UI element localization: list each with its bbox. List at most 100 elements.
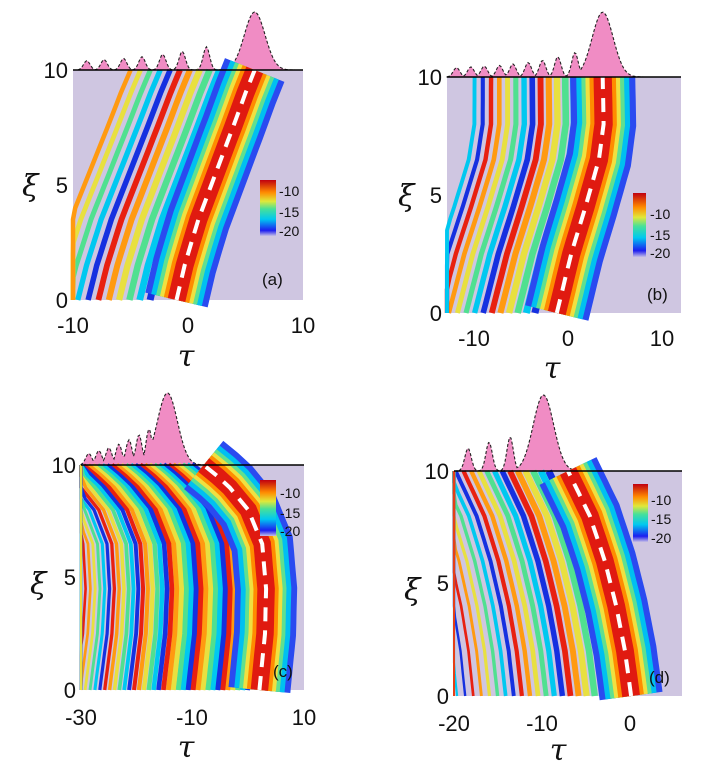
panel-a-fringe-8 <box>75 68 163 301</box>
panel-c-colorbar: -10 -15 -20 <box>260 480 300 539</box>
panel-d-fringe-13 <box>453 470 516 697</box>
panel-d-profile <box>454 394 682 472</box>
panel-c-trajectory-line <box>202 463 269 691</box>
panel-b-fringe-5 <box>497 76 553 314</box>
panel-c-trajectory <box>184 440 298 694</box>
panel-a-ytick-3: 10 <box>44 58 68 83</box>
panel-d-fringe-15 <box>452 471 500 697</box>
panel-a-trajectory <box>145 58 285 308</box>
panel-d-xlabel: τ <box>550 733 567 768</box>
panel-b-fringe-9 <box>463 77 519 314</box>
panel-b-xtick-2: 0 <box>562 326 574 351</box>
panel-d-fringe-7 <box>499 469 566 697</box>
panel-b-ytick-1: 0 <box>430 301 442 326</box>
panel-c-profile-curve <box>80 392 304 466</box>
panel-b-profile-curve <box>446 11 681 78</box>
panel-b-ylabel: ξ <box>398 179 416 214</box>
panel-a-label: (a) <box>262 270 283 289</box>
panel-c-fringe-24 <box>82 463 146 691</box>
panel-b: -10 -15 -20 (b) -10 0 10 0 5 10 τ ξ <box>398 11 681 386</box>
panel-a-fringe-4 <box>116 68 203 301</box>
panel-c-label: (c) <box>273 662 293 681</box>
panel-c-colorbar-tick-1: -10 <box>280 485 300 501</box>
panel-b-profile <box>446 11 681 78</box>
panel-b-colorbar-tick-2: -15 <box>650 227 670 243</box>
panel-d-fringe-10 <box>476 470 541 697</box>
panel-a-xtick-1: -10 <box>57 313 89 338</box>
panel-b-xtick-3: 10 <box>650 326 674 351</box>
panel-c-colorbar-tick-2: -15 <box>280 505 300 521</box>
panel-d-trajectory-line <box>566 470 634 697</box>
panel-c-ytick-3: 10 <box>52 453 76 478</box>
panel-b-fringe-6 <box>488 76 544 314</box>
panel-b-fringe-3 <box>514 76 570 314</box>
panel-b-ytick-3: 10 <box>418 65 442 90</box>
panel-b-fringe-7 <box>480 76 536 314</box>
panel-c-colorbar-tick-3: -20 <box>280 523 300 539</box>
panel-c-fringe-16 <box>119 463 185 691</box>
panel-c-fringe-10 <box>147 462 214 691</box>
panel-b-fringe-10 <box>455 76 511 314</box>
panel-d-ytick-2: 5 <box>437 571 449 596</box>
panel-d-fringe-8 <box>492 469 557 697</box>
panel-d-profile-curve <box>454 394 682 472</box>
panel-b-ytick-2: 5 <box>430 183 442 208</box>
panel-d-label: (d) <box>649 668 670 687</box>
panel-a-xlabel: τ <box>178 339 195 374</box>
panel-c-xtick-2: -10 <box>176 705 208 730</box>
panel-c-ylabel: ξ <box>30 567 48 602</box>
panel-c-fringe-22 <box>91 463 155 691</box>
panel-c-xlabel: τ <box>178 730 195 765</box>
panel-a-ytick-2: 5 <box>56 173 68 198</box>
panel-c-fringe-19 <box>105 463 170 691</box>
panel-a-trajectory-line <box>174 69 257 301</box>
panel-c-fringe-26 <box>79 463 136 691</box>
panel-c-fringe-32 <box>79 465 107 691</box>
panel-c-fringe-25 <box>79 463 141 691</box>
panel-b-colorbar-tick-3: -20 <box>650 245 670 261</box>
panel-d-xtick-3: 0 <box>624 711 636 736</box>
panel-d-colorbar-tick-3: -20 <box>651 530 671 546</box>
panel-d-ytick-1: 0 <box>437 684 449 709</box>
panel-b-fringe-14 <box>445 76 477 313</box>
panel-c-fringe-30 <box>79 465 117 691</box>
panel-c-fringe-20 <box>100 463 165 691</box>
panel-c-fringe-14 <box>128 462 194 691</box>
panel-b-fringe-12 <box>444 76 494 313</box>
panel-c-fringe-8 <box>156 462 223 691</box>
panel-c-fringe-27 <box>79 464 131 691</box>
panel-a-fringe-7 <box>85 68 173 301</box>
panel-a-profile-curve <box>73 11 303 71</box>
panel-b-label: (b) <box>647 285 668 304</box>
panel-d-xtick-2: -10 <box>526 711 558 736</box>
panel-a-fringe-2 <box>136 68 223 301</box>
panel-c-fringe-21 <box>96 463 160 691</box>
panel-a-colorbar-tick-2: -15 <box>279 204 299 220</box>
panel-c-fringe-31 <box>79 465 112 691</box>
panel-a-fringe-3 <box>126 68 213 301</box>
panel-d-ytick-3: 10 <box>425 459 449 484</box>
panel-c-profile <box>80 392 304 466</box>
panel-b-fringe-8 <box>471 76 528 314</box>
panel-a-fringe-9 <box>70 69 153 300</box>
panel-a-xtick-2: 0 <box>182 313 194 338</box>
panel-a: -10 -15 -20 (a) -10 0 10 0 5 10 τ ξ <box>22 11 315 374</box>
panel-c-fringe-17 <box>114 463 180 691</box>
panel-d-fringe-14 <box>452 471 508 697</box>
panel-c-fringe-11 <box>142 462 209 691</box>
panel-d-fringe-11 <box>469 470 533 697</box>
panel-b-colorbar-tick-1: -10 <box>650 206 670 222</box>
panel-a-fringes <box>70 68 233 301</box>
panel-a-fringe-6 <box>95 68 183 301</box>
panel-b-xlabel: τ <box>544 351 561 386</box>
panel-b-fringe-11 <box>446 77 502 314</box>
panel-d-fringe-6 <box>507 469 574 697</box>
panel-c-fringe-9 <box>152 462 219 691</box>
panel-d-colorbar-tick-2: -15 <box>651 511 671 527</box>
panel-b-trajectory-line <box>554 76 606 314</box>
panel-c-ytick-1: 0 <box>64 678 76 703</box>
panel-b-xtick-1: -10 <box>458 326 490 351</box>
panel-c-xtick-1: -30 <box>65 705 97 730</box>
panel-d-fringe-5 <box>515 469 582 697</box>
